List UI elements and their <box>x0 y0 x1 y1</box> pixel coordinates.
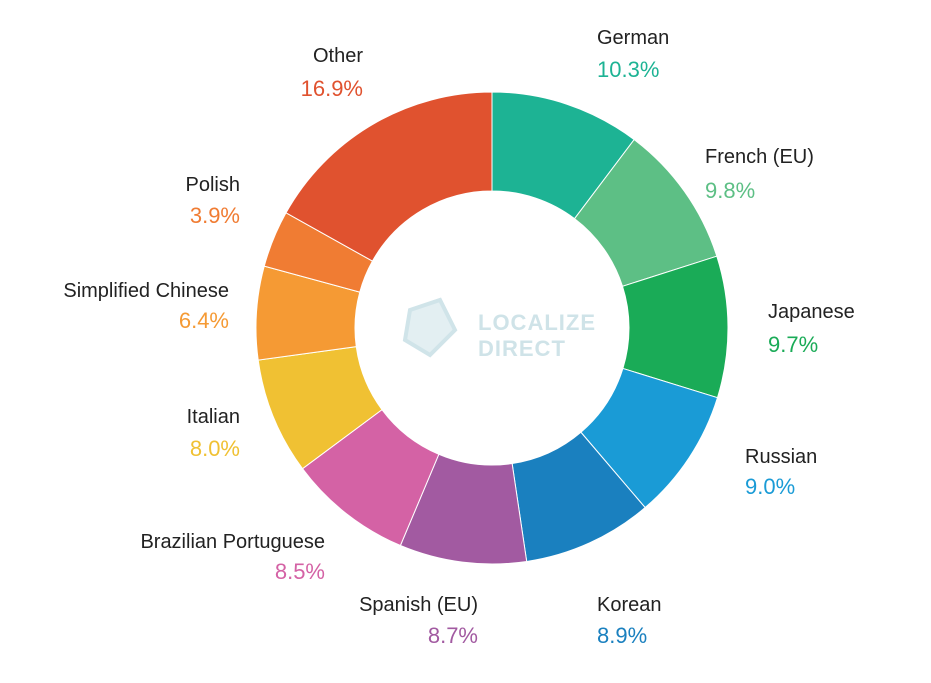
slice-value: 16.9% <box>301 76 363 101</box>
watermark-text: LOCALIZE <box>478 310 596 335</box>
donut-slice <box>285 91 493 262</box>
slice-label: Russian <box>745 446 817 468</box>
slice-label: Polish <box>186 174 240 196</box>
slice-value: 9.0% <box>745 474 795 499</box>
slice-label: Simplified Chinese <box>63 280 229 302</box>
slice-label: German <box>597 27 669 49</box>
watermark-logo <box>402 297 458 358</box>
watermark: LOCALIZE DIRECT <box>402 297 596 361</box>
slice-label: French (EU) <box>705 146 814 168</box>
slice-label: Japanese <box>768 301 855 323</box>
slice-label: Brazilian Portuguese <box>140 531 325 553</box>
slice-label: Korean <box>597 594 662 616</box>
slice-label: Italian <box>187 406 240 428</box>
slice-label: Spanish (EU) <box>359 594 478 616</box>
slice-value: 9.8% <box>705 178 755 203</box>
slice-value: 8.5% <box>275 559 325 584</box>
slice-value: 10.3% <box>597 57 659 82</box>
slice-value: 8.9% <box>597 623 647 648</box>
watermark-text: DIRECT <box>478 336 566 361</box>
slice-value: 6.4% <box>179 308 229 333</box>
slice-value: 8.7% <box>428 623 478 648</box>
slice-label: Other <box>313 45 363 67</box>
slice-value: 3.9% <box>190 203 240 228</box>
slice-value: 8.0% <box>190 436 240 461</box>
slice-value: 9.7% <box>768 332 818 357</box>
